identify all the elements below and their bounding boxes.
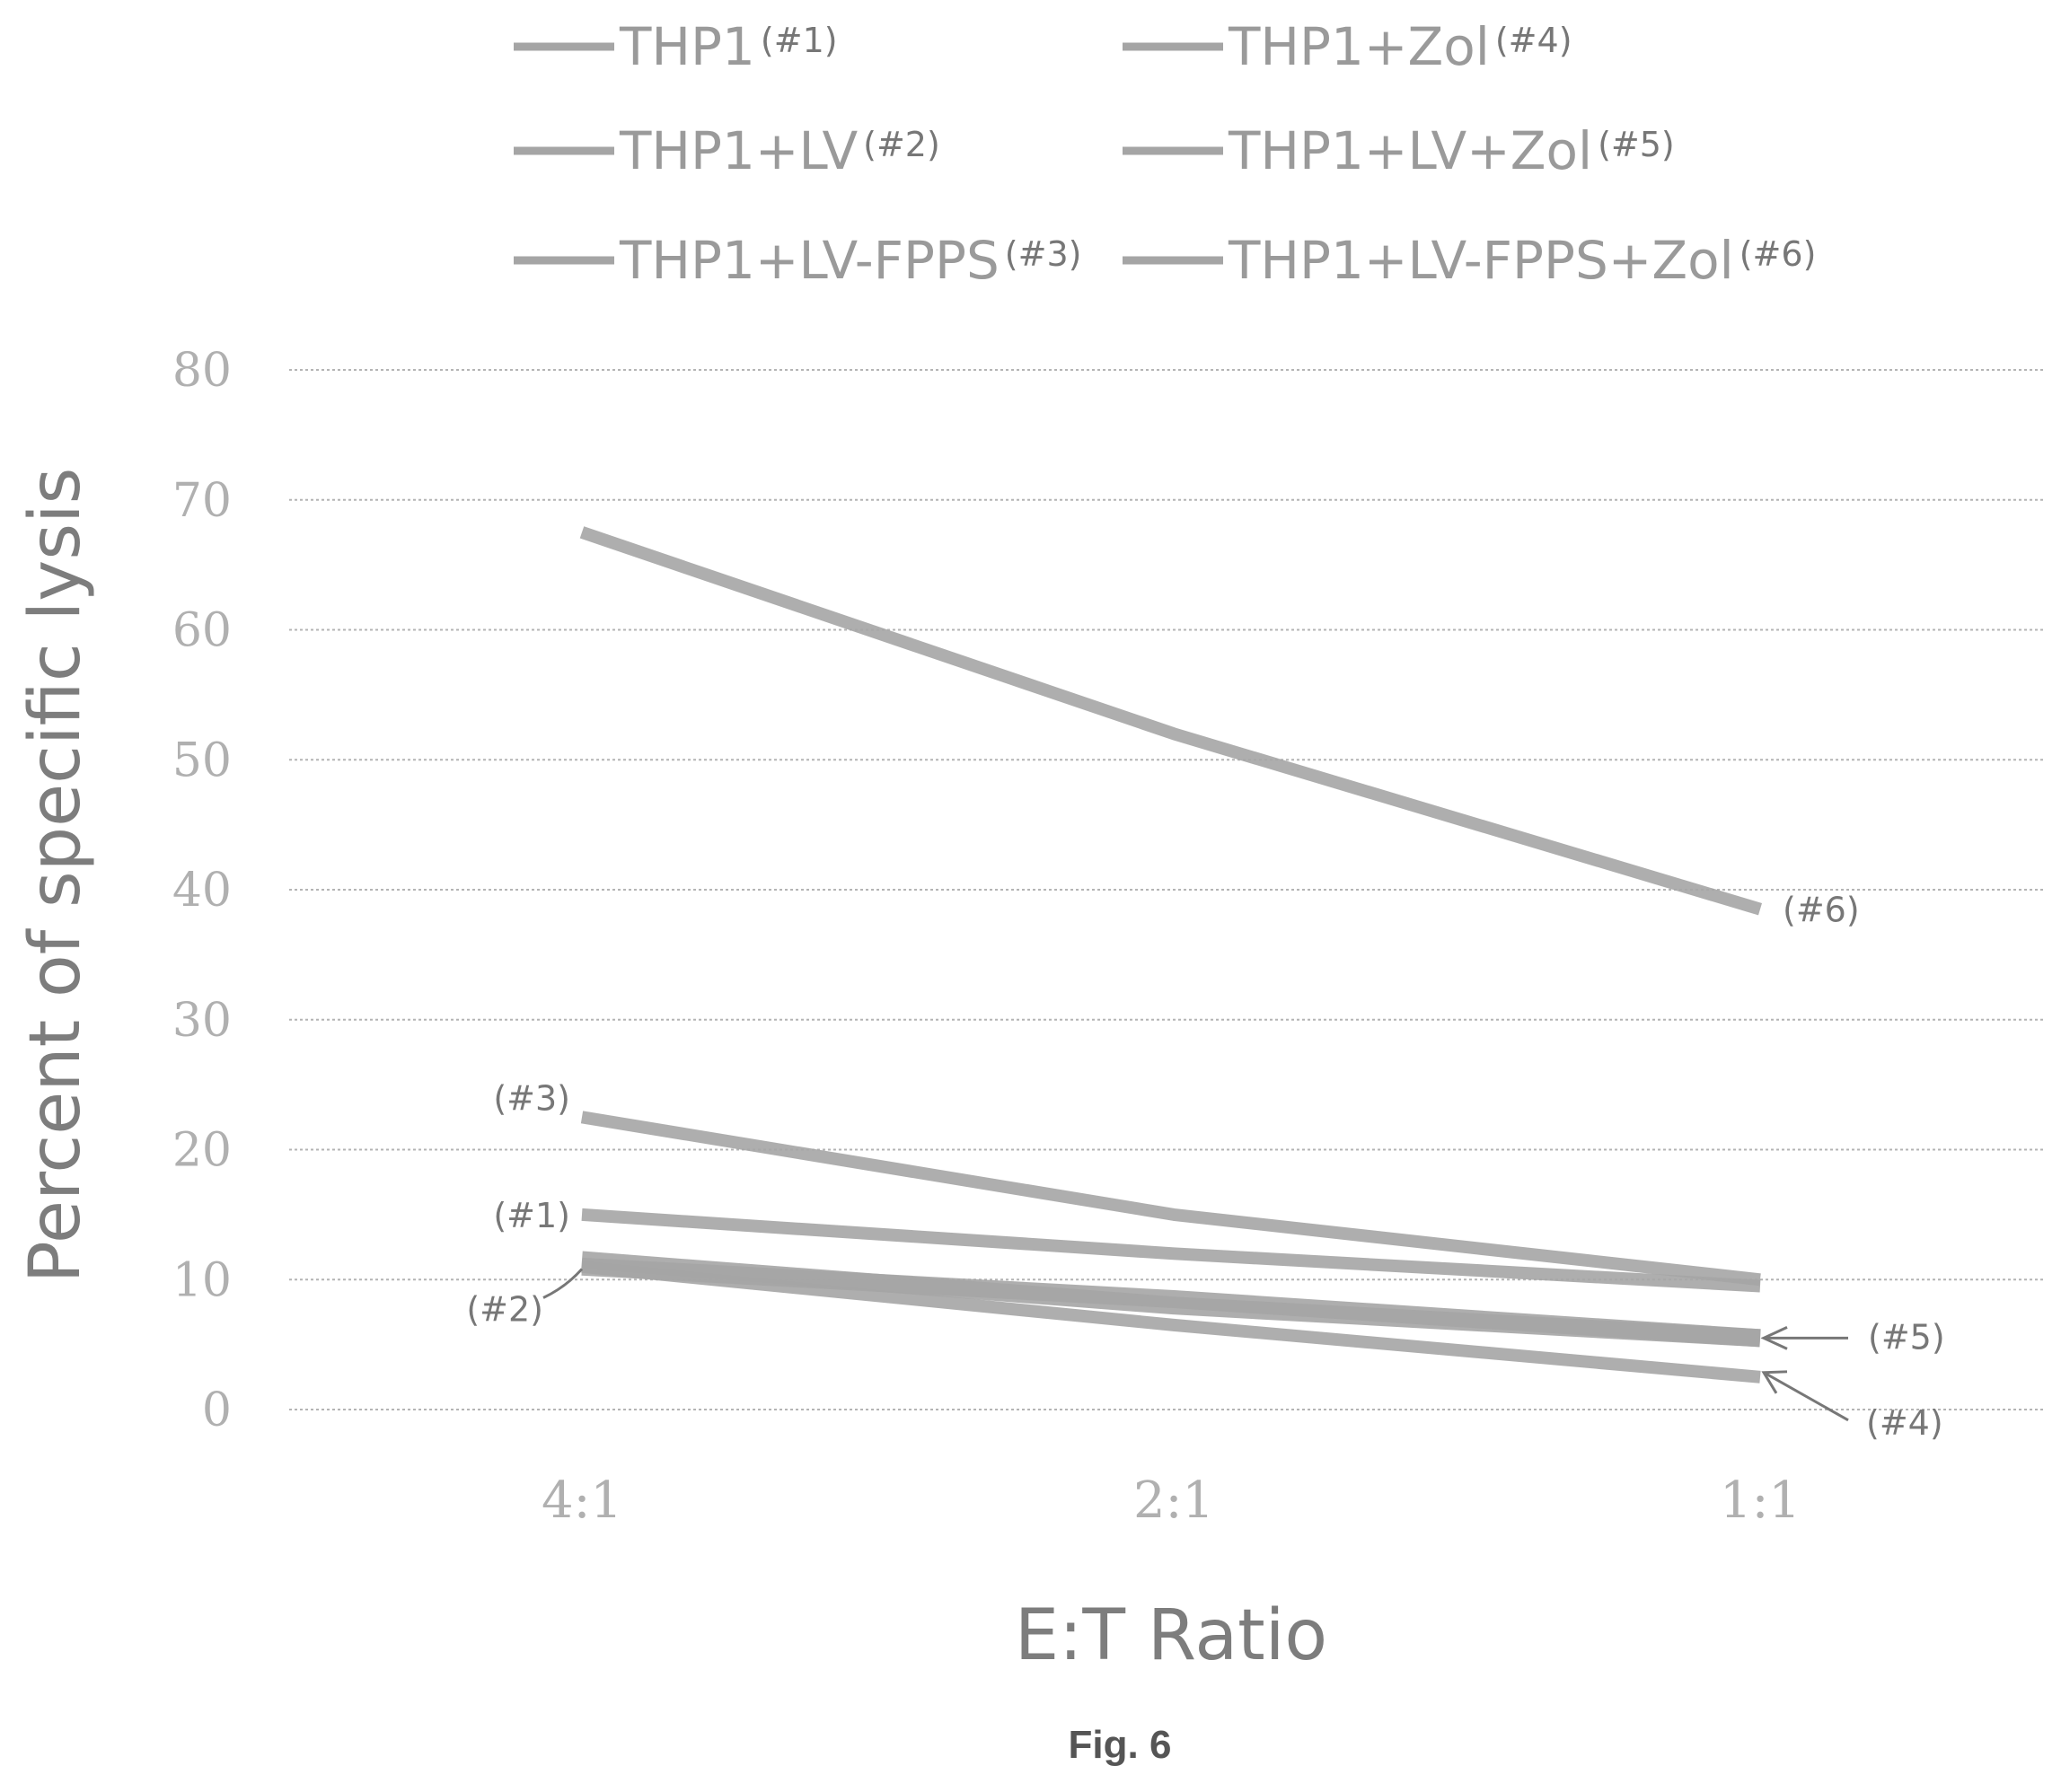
y-axis-ticks: 0 10 20 30 40 50 60 70 80 — [172, 344, 232, 1437]
annotation-label-4: (#4) — [1866, 1403, 1943, 1443]
legend-label-5: THP1+LV+Zol — [1228, 120, 1592, 181]
series-annotations: (#6) (#3) (#1) (#2) (#5) (#4) — [466, 891, 1944, 1443]
x-axis-title: E:T Ratio — [1015, 1595, 1327, 1676]
x-axis-ticks: 4:1 2:1 1:1 — [542, 1471, 1801, 1530]
y-tick-label-50: 50 — [172, 733, 232, 787]
legend-tag-4: (#4) — [1495, 21, 1572, 60]
x-tick-label-2: 2:1 — [1133, 1471, 1214, 1530]
series-line-3 — [580, 1111, 1761, 1287]
y-tick-label-80: 80 — [172, 344, 232, 398]
legend-tag-3: (#3) — [1005, 234, 1082, 274]
x-tick-label-3: 1:1 — [1720, 1471, 1801, 1530]
annotation-label-1: (#1) — [493, 1196, 570, 1235]
y-tick-label-30: 30 — [172, 994, 232, 1048]
legend-tag-2: (#2) — [863, 125, 940, 164]
legend-label-2: THP1+LV — [619, 120, 858, 181]
y-tick-label-40: 40 — [172, 864, 232, 918]
series-lines — [579, 526, 1763, 1384]
y-tick-label-60: 60 — [172, 604, 232, 658]
y-tick-label-10: 10 — [172, 1253, 232, 1307]
legend-tag-6: (#6) — [1740, 234, 1817, 274]
figure-label: Fig. 6 — [1069, 1723, 1172, 1767]
legend-label-4: THP1+Zol — [1228, 16, 1490, 77]
y-tick-label-20: 20 — [172, 1124, 232, 1178]
y-tick-label-0: 0 — [202, 1384, 232, 1437]
series-line-6 — [579, 526, 1763, 916]
legend-label-3: THP1+LV-FPPS — [619, 230, 1000, 291]
y-tick-label-70: 70 — [172, 474, 232, 528]
annotation-arrow-2 — [542, 1268, 584, 1299]
annotation-label-3: (#3) — [493, 1078, 570, 1118]
legend-label-1: THP1 — [619, 16, 755, 77]
annotation-arrowhead-5 — [1760, 1326, 1788, 1350]
annotation-arrow-4 — [1765, 1372, 1849, 1422]
gridlines — [289, 369, 2043, 1410]
y-axis-title: Percent of specific lysis — [15, 468, 96, 1284]
series-line-5 — [581, 1257, 1761, 1348]
annotation-label-6: (#6) — [1783, 891, 1860, 930]
legend-tag-5: (#5) — [1598, 125, 1675, 164]
x-tick-label-1: 4:1 — [542, 1471, 622, 1530]
annotation-label-2: (#2) — [466, 1290, 543, 1330]
annotation-arrowhead-4 — [1761, 1370, 1788, 1394]
legend-label-6: THP1+LV-FPPS+Zol — [1228, 230, 1734, 291]
series-line-1 — [581, 1208, 1761, 1293]
legend: THP1 (#1) THP1+LV (#2) THP1+LV-FPPS (#3) THP1+… — [514, 16, 1816, 291]
annotation-label-5: (#5) — [1868, 1317, 1945, 1357]
legend-tag-1: (#1) — [761, 21, 838, 60]
